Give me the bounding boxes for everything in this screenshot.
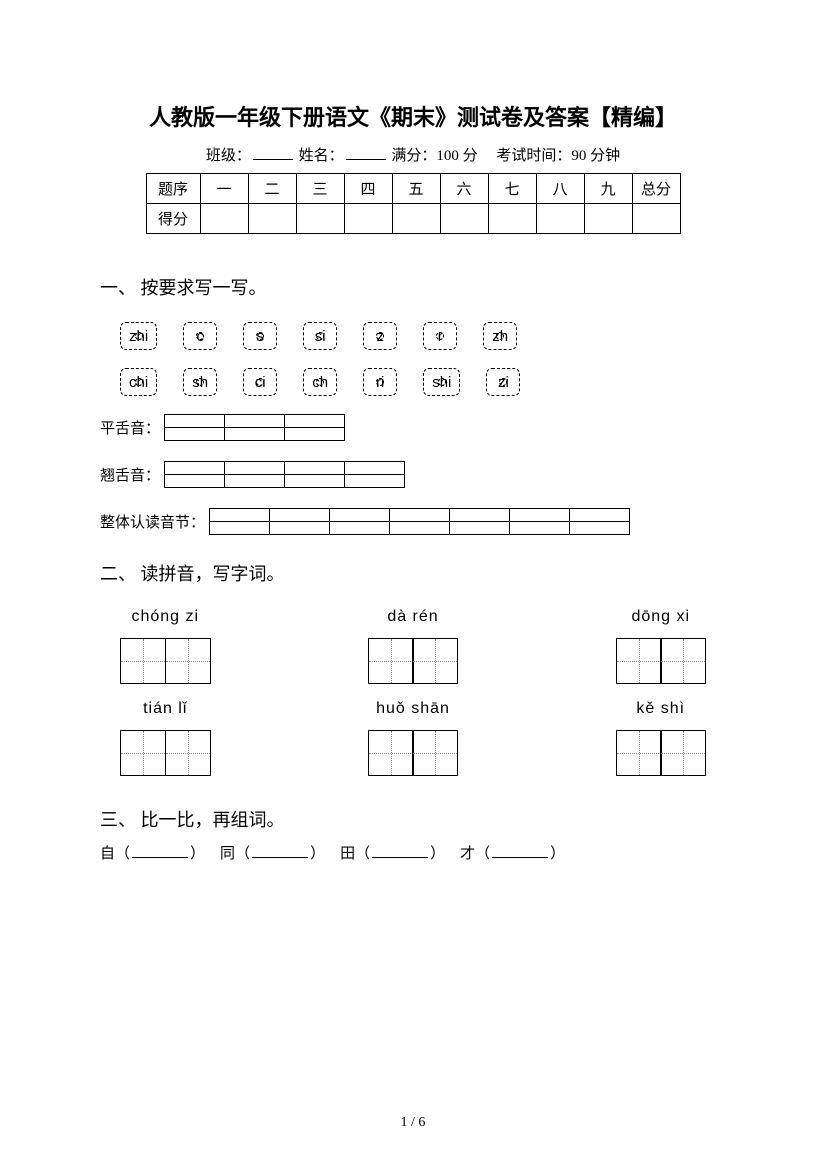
pinyin-text: dōng xi <box>631 608 690 626</box>
examtime-value: 90 分钟 <box>571 148 620 164</box>
pinyin-word-group: tián lǐ <box>120 700 211 776</box>
pinyin-item: chi <box>120 368 157 396</box>
pinyin-text: huǒ shān <box>376 700 450 718</box>
zhengti-group: 整体认读音节： <box>100 508 726 535</box>
pinyin-row-2: chi sh ci ch ri shi zi <box>120 368 726 396</box>
pinyin-word-group: dōng xi <box>616 608 707 684</box>
score-table: 题序 一 二 三 四 五 六 七 八 九 总分 得分 <box>146 173 681 234</box>
cell: 四 <box>344 174 392 204</box>
cell[interactable] <box>536 204 584 234</box>
examtime-label: 考试时间： <box>496 148 571 164</box>
cell: 二 <box>248 174 296 204</box>
pingshe-table[interactable] <box>164 414 345 441</box>
word-char: 才 <box>460 846 475 862</box>
class-blank[interactable] <box>253 159 293 160</box>
cell[interactable] <box>584 204 632 234</box>
tianzi-pair[interactable] <box>120 638 211 684</box>
cell[interactable] <box>392 204 440 234</box>
pinyin-item: ch <box>303 368 337 396</box>
pinyin-item: r <box>423 322 457 350</box>
name-label: 姓名： <box>299 148 344 164</box>
pinyin-item: zhi <box>120 322 157 350</box>
pinyin-item: s <box>243 322 277 350</box>
cell: 总分 <box>632 174 680 204</box>
cell: 七 <box>488 174 536 204</box>
pinyin-item: si <box>303 322 337 350</box>
word-char: 同 <box>220 846 235 862</box>
cell: 六 <box>440 174 488 204</box>
class-label: 班级： <box>206 148 251 164</box>
pinyin-text: kě shì <box>636 700 685 718</box>
section2-heading: 二、 读拼音，写字词。 <box>100 560 726 586</box>
cell[interactable] <box>248 204 296 234</box>
qiaoshe-table[interactable] <box>164 461 405 488</box>
cell: 九 <box>584 174 632 204</box>
qiaoshe-label: 翘舌音： <box>100 464 160 485</box>
pinyin-item: ri <box>363 368 397 396</box>
pinyin-word-row: tián lǐ huǒ shān kě shì <box>100 700 726 776</box>
word-blank[interactable] <box>492 857 548 858</box>
table-row: 得分 <box>146 204 680 234</box>
cell: 题序 <box>146 174 200 204</box>
section3-row: 自（） 同（） 田（） 才（） <box>100 842 726 863</box>
pinyin-word-group: chóng zi <box>120 608 211 684</box>
cell[interactable] <box>296 204 344 234</box>
section3-heading: 三、 比一比，再组词。 <box>100 806 726 832</box>
tianzi-pair[interactable] <box>616 638 707 684</box>
cell[interactable] <box>344 204 392 234</box>
section1-heading: 一、 按要求写一写。 <box>100 274 726 300</box>
pinyin-item: z <box>363 322 397 350</box>
page-title: 人教版一年级下册语文《期末》测试卷及答案【精编】 <box>100 100 726 132</box>
pinyin-text: chóng zi <box>131 608 199 626</box>
cell: 八 <box>536 174 584 204</box>
cell: 三 <box>296 174 344 204</box>
cell[interactable] <box>200 204 248 234</box>
word-char: 田 <box>340 846 355 862</box>
fullscore-value: 100 分 <box>436 148 477 164</box>
pinyin-word-group: kě shì <box>616 700 707 776</box>
page-footer: 1 / 6 <box>0 1115 826 1131</box>
word-char: 自 <box>100 846 115 862</box>
cell: 得分 <box>146 204 200 234</box>
word-blank[interactable] <box>252 857 308 858</box>
tianzi-pair[interactable] <box>368 638 459 684</box>
pinyin-item: sh <box>183 368 217 396</box>
table-row: 题序 一 二 三 四 五 六 七 八 九 总分 <box>146 174 680 204</box>
pinyin-text: dà rén <box>387 608 438 626</box>
cell[interactable] <box>440 204 488 234</box>
tianzi-pair[interactable] <box>120 730 211 776</box>
pinyin-item: shi <box>423 368 460 396</box>
pingshe-group: 平舌音： <box>100 414 726 441</box>
tianzi-pair[interactable] <box>368 730 459 776</box>
fullscore-label: 满分： <box>391 148 436 164</box>
pinyin-text: tián lǐ <box>143 700 187 718</box>
cell[interactable] <box>488 204 536 234</box>
pinyin-word-group: dà rén <box>368 608 459 684</box>
name-blank[interactable] <box>346 159 386 160</box>
cell: 一 <box>200 174 248 204</box>
pinyin-item: zi <box>486 368 520 396</box>
pinyin-row-1: zhi c s si z r zh <box>120 322 726 350</box>
word-blank[interactable] <box>372 857 428 858</box>
pinyin-item: zh <box>483 322 517 350</box>
qiaoshe-group: 翘舌音： <box>100 461 726 488</box>
cell[interactable] <box>632 204 680 234</box>
section2-content: chóng zi dà rén dōng xi tián lǐ huǒ shān… <box>100 608 726 776</box>
cell: 五 <box>392 174 440 204</box>
pingshe-label: 平舌音： <box>100 417 160 438</box>
pinyin-item: ci <box>243 368 277 396</box>
zhengti-label: 整体认读音节： <box>100 511 205 532</box>
subtitle-row: 班级： 姓名： 满分：100 分 考试时间：90 分钟 <box>100 144 726 165</box>
zhengti-table[interactable] <box>209 508 630 535</box>
tianzi-pair[interactable] <box>616 730 707 776</box>
word-blank[interactable] <box>132 857 188 858</box>
pinyin-word-row: chóng zi dà rén dōng xi <box>100 608 726 684</box>
pinyin-word-group: huǒ shān <box>368 700 459 776</box>
pinyin-item: c <box>183 322 217 350</box>
